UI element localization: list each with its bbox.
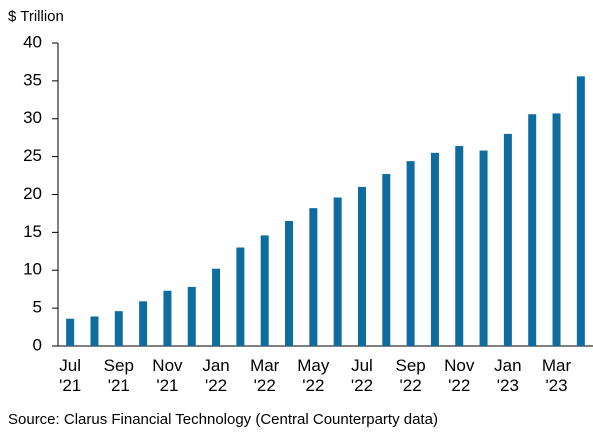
y-tick-label: 25 [23,146,42,165]
bar [333,197,342,346]
y-tick-label: 20 [23,184,42,203]
x-tick-label: Jan '23 [494,356,522,395]
bar [382,174,391,346]
y-axis-label: $ Trillion [8,8,64,25]
bar [357,186,366,346]
y-tick-label: 35 [23,70,42,89]
bar [187,286,196,346]
bar [285,221,294,346]
bar [66,318,75,346]
y-tick-label: 5 [33,298,42,317]
bar [309,208,318,346]
bar [260,235,269,346]
x-tick-label: May '22 [297,356,330,395]
bar [90,316,99,346]
bar [236,247,245,346]
x-tick-label: Sep '21 [103,356,134,395]
y-tick-label: 40 [23,32,42,51]
bar [455,146,464,346]
x-tick-label: Mar '22 [250,356,280,395]
bar [114,311,123,346]
bar [528,114,537,346]
bar [163,290,172,346]
x-tick-label: Nov '21 [152,356,183,395]
x-tick-label: Sep '22 [395,356,426,395]
x-tick-label: Jul '22 [350,356,374,395]
bar [479,150,488,346]
x-tick-label: Nov '22 [444,356,475,395]
y-tick-label: 10 [23,260,42,279]
bar [503,133,512,346]
bar [430,152,439,346]
bar [552,113,561,346]
bar [406,161,415,346]
y-tick-label: 15 [23,222,42,241]
x-tick-label: Mar '23 [541,356,572,395]
y-tick-label: 30 [23,108,42,127]
bar [576,76,585,346]
bar [212,268,221,346]
source-note: Source: Clarus Financial Technology (Cen… [8,411,438,428]
x-tick-label: Jan '22 [202,356,230,395]
bar [139,301,148,346]
x-tick-label: Jul '21 [59,356,82,395]
y-tick-label: 0 [33,335,42,354]
